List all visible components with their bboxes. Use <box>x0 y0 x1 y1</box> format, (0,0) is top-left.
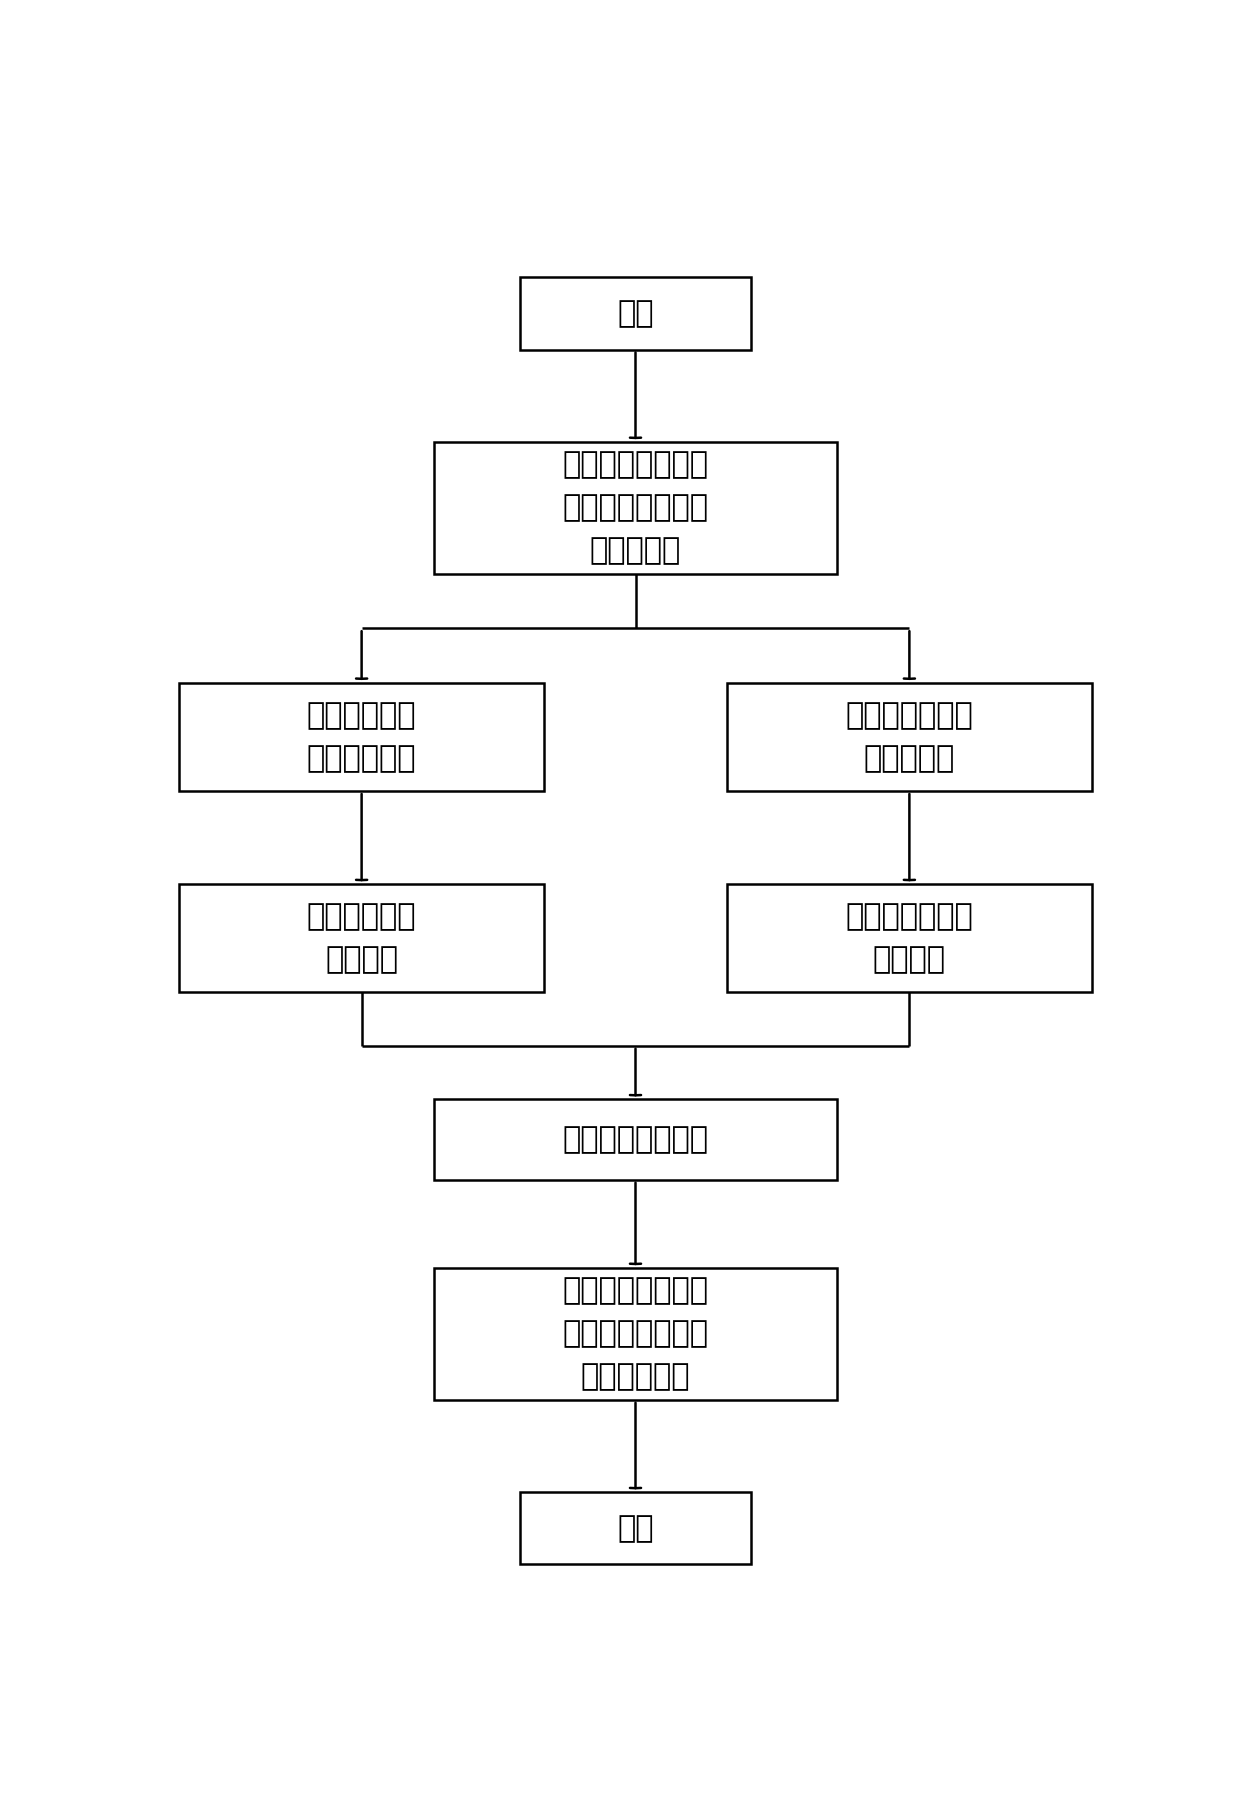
Text: 重力、磁法、地面
伽马能谱、土壤氡
气测量数据: 重力、磁法、地面 伽马能谱、土壤氡 气测量数据 <box>563 451 708 564</box>
Bar <box>179 883 544 992</box>
Bar <box>521 1493 751 1565</box>
Text: 各测点指标筛选分
类并投影至地质图
进行构造解译: 各测点指标筛选分 类并投影至地质图 进行构造解译 <box>563 1277 708 1392</box>
Text: 化探数据计算
平均值和方差: 化探数据计算 平均值和方差 <box>306 701 417 773</box>
Bar <box>179 683 544 792</box>
Text: 结束: 结束 <box>618 1515 653 1543</box>
Bar <box>434 442 837 573</box>
Bar <box>727 683 1092 792</box>
Bar <box>434 1268 837 1399</box>
Text: 四项预测指标累加: 四项预测指标累加 <box>563 1125 708 1154</box>
Bar <box>434 1100 837 1179</box>
Text: 计算各测点信
息衰度值: 计算各测点信 息衰度值 <box>306 902 417 974</box>
Bar <box>521 278 751 350</box>
Bar <box>727 883 1092 992</box>
Text: 重磁数据求取垂
向一阶导数: 重磁数据求取垂 向一阶导数 <box>846 701 973 773</box>
Text: 针对导数进行归
一化处理: 针对导数进行归 一化处理 <box>846 902 973 974</box>
Text: 开始: 开始 <box>618 299 653 328</box>
